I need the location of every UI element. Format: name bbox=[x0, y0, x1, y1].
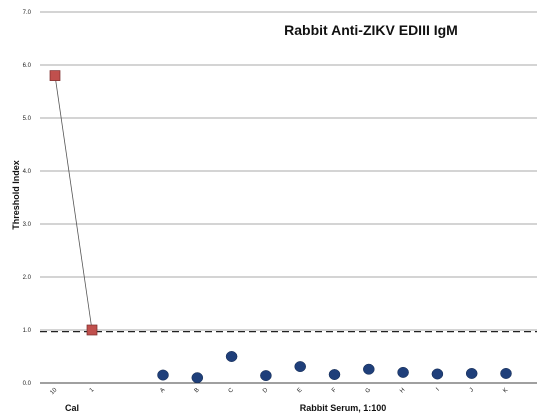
data-point-circle bbox=[191, 372, 204, 384]
x-tick-label: H bbox=[399, 387, 406, 394]
x-group-label-cal: Cal bbox=[65, 403, 79, 413]
x-tick-label: J bbox=[469, 387, 475, 393]
y-tick-label: 1.0 bbox=[23, 328, 32, 334]
x-tick-label: F bbox=[331, 387, 338, 394]
y-tick-label: 2.0 bbox=[23, 275, 32, 281]
chart-title: Rabbit Anti-ZIKV EDIII IgM bbox=[284, 22, 458, 38]
gridlines bbox=[40, 11, 537, 331]
data-point-circle bbox=[465, 368, 478, 379]
data-point-square bbox=[86, 324, 98, 336]
x-tick-label: A bbox=[159, 387, 166, 394]
data-point-circle bbox=[328, 369, 341, 380]
x-tick-label: 10 bbox=[49, 387, 58, 396]
data-point-circle bbox=[431, 368, 444, 380]
x-tick-labels: 10 1 A B C D E F G H I J K bbox=[49, 387, 509, 396]
data-point-circle bbox=[397, 366, 409, 378]
data-point-circle bbox=[225, 351, 238, 362]
y-tick-label: 7.0 bbox=[23, 10, 32, 16]
y-tick-label: 0.0 bbox=[23, 381, 32, 387]
x-tick-label: I bbox=[435, 387, 441, 393]
y-tick-labels: 0.0 1.0 2.0 3.0 4.0 5.0 6.0 7.0 bbox=[23, 10, 32, 387]
y-tick-label: 3.0 bbox=[23, 222, 32, 228]
x-tick-label: 1 bbox=[89, 387, 96, 394]
x-tick-label: E bbox=[297, 387, 304, 394]
data-point-circle bbox=[260, 370, 272, 382]
data-point-circle bbox=[157, 369, 169, 381]
x-tick-label: K bbox=[502, 387, 509, 394]
data-point-circle bbox=[294, 361, 306, 373]
y-tick-label: 6.0 bbox=[23, 63, 32, 69]
y-tick-label: 5.0 bbox=[23, 116, 32, 122]
y-axis-title: Threshold Index bbox=[11, 160, 21, 230]
data-series bbox=[49, 70, 512, 384]
x-tick-label: B bbox=[194, 387, 201, 394]
data-point-circle bbox=[363, 363, 375, 375]
x-tick-label: C bbox=[228, 387, 236, 395]
x-group-label-rabbit-serum: Rabbit Serum, 1:100 bbox=[300, 403, 387, 413]
data-point-square bbox=[49, 70, 61, 81]
x-tick-label: G bbox=[365, 387, 373, 395]
series-connector-line bbox=[54, 75, 93, 331]
y-tick-label: 4.0 bbox=[23, 169, 32, 175]
data-point-circle bbox=[500, 368, 512, 379]
x-tick-label: D bbox=[262, 387, 270, 395]
